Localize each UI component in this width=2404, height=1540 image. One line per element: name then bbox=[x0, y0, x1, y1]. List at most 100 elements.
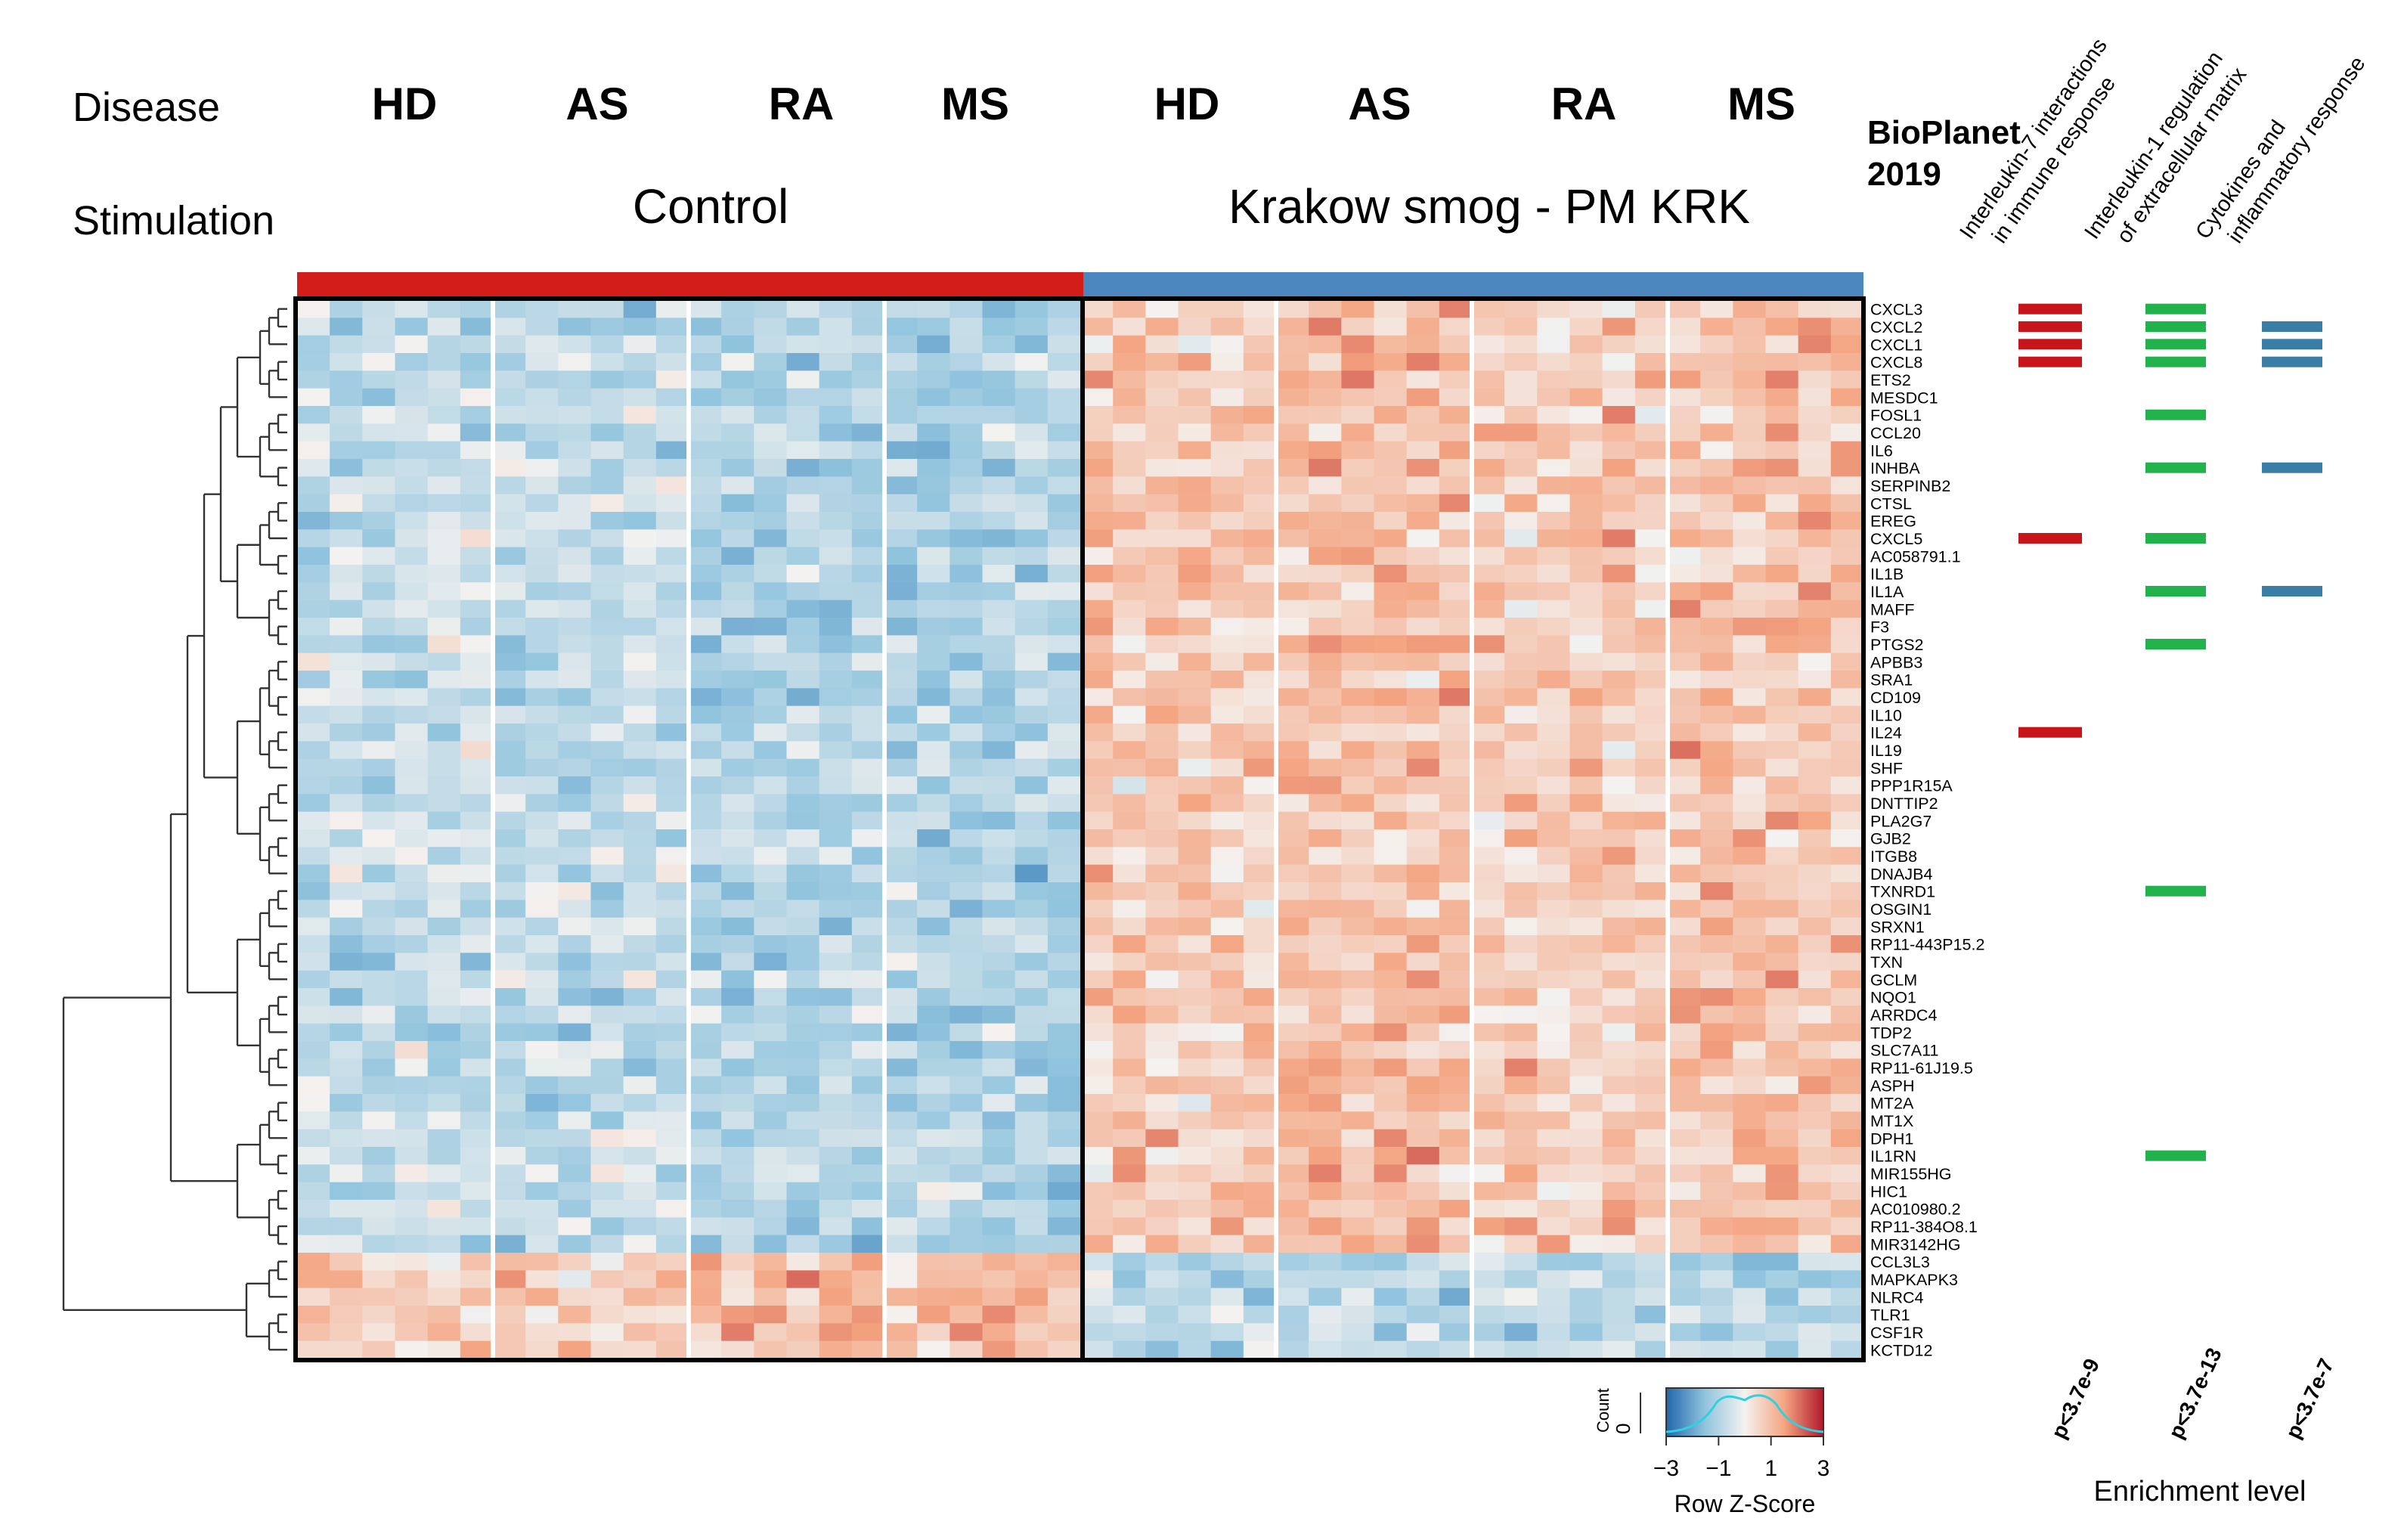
heatmap-cell bbox=[1178, 652, 1212, 671]
heatmap-cell bbox=[1798, 652, 1832, 671]
heatmap-cell bbox=[1569, 1023, 1603, 1042]
heatmap-cell bbox=[362, 758, 396, 777]
heatmap-cell bbox=[1537, 565, 1571, 583]
heatmap-cell bbox=[1406, 1041, 1440, 1059]
heatmap-cell bbox=[1210, 388, 1244, 407]
group-separator bbox=[686, 300, 691, 1359]
heatmap-cell bbox=[623, 970, 657, 989]
heatmap-cell bbox=[1080, 1164, 1114, 1183]
heatmap-cell bbox=[1634, 423, 1668, 442]
heatmap-cell bbox=[590, 1217, 624, 1236]
heatmap-cell bbox=[1733, 1253, 1767, 1271]
heatmap-cell bbox=[590, 582, 624, 601]
heatmap-cell bbox=[330, 1217, 363, 1236]
heatmap-cell bbox=[1309, 618, 1342, 636]
heatmap-cell bbox=[1243, 776, 1277, 795]
heatmap-cell bbox=[1309, 671, 1342, 689]
heatmap-cell bbox=[460, 1023, 494, 1042]
heatmap-cell bbox=[1733, 512, 1767, 530]
heatmap-cell bbox=[1733, 953, 1767, 971]
heatmap-cell bbox=[1472, 671, 1505, 689]
heatmap-cell bbox=[851, 688, 885, 707]
heatmap-cell bbox=[1406, 476, 1440, 495]
heatmap-cell bbox=[1472, 1253, 1505, 1271]
heatmap-cell bbox=[1145, 1005, 1179, 1024]
heatmap-cell bbox=[493, 1235, 526, 1253]
heatmap-cell bbox=[917, 1253, 950, 1271]
heatmap-cell bbox=[950, 724, 984, 742]
heatmap-cell bbox=[1537, 1200, 1571, 1218]
heatmap-cell bbox=[1537, 970, 1571, 989]
heatmap-cell bbox=[297, 652, 330, 671]
heatmap-cell bbox=[655, 1076, 689, 1095]
heatmap-cell bbox=[689, 1005, 722, 1024]
heatmap-cell bbox=[1798, 1323, 1832, 1342]
heatmap-cell bbox=[1341, 300, 1375, 318]
heatmap-cell bbox=[1374, 1041, 1408, 1059]
heatmap-cell bbox=[330, 353, 363, 371]
heatmap-cell bbox=[1439, 547, 1473, 565]
heatmap-cell bbox=[1015, 1323, 1049, 1342]
heatmap-cell bbox=[851, 1041, 885, 1059]
heatmap-cell bbox=[1341, 476, 1375, 495]
heatmap-cell bbox=[1602, 900, 1636, 919]
heatmap-cell bbox=[1243, 1111, 1277, 1130]
heatmap-cell bbox=[623, 1270, 657, 1289]
heatmap-cell bbox=[819, 388, 853, 407]
heatmap-cell bbox=[558, 565, 592, 583]
heatmap-cell bbox=[1602, 353, 1636, 371]
heatmap-cell bbox=[1047, 565, 1081, 583]
heatmap-cell bbox=[754, 1182, 788, 1201]
heatmap-cell bbox=[1309, 1111, 1342, 1130]
heatmap-cell bbox=[623, 1253, 657, 1271]
heatmap-cell bbox=[721, 917, 754, 936]
heatmap-cell bbox=[1210, 1182, 1244, 1201]
heatmap-cell bbox=[558, 1111, 592, 1130]
heatmap-cell bbox=[1015, 582, 1049, 601]
heatmap-cell bbox=[1700, 353, 1733, 371]
heatmap-cell bbox=[1733, 1340, 1767, 1359]
heatmap-cell bbox=[1210, 1306, 1244, 1324]
heatmap-cell bbox=[884, 353, 918, 371]
heatmap-cell bbox=[525, 1287, 559, 1306]
heatmap-cell bbox=[558, 1235, 592, 1253]
heatmap-cell bbox=[917, 741, 950, 760]
heatmap-cell bbox=[982, 688, 1016, 707]
heatmap-cell bbox=[1700, 900, 1733, 919]
heatmap-cell bbox=[395, 671, 429, 689]
heatmap-cell bbox=[689, 476, 722, 495]
heatmap-cell bbox=[1243, 705, 1277, 724]
heatmap-cell bbox=[1080, 1041, 1114, 1059]
heatmap-cell bbox=[1765, 1287, 1799, 1306]
heatmap-cell bbox=[395, 459, 429, 477]
heatmap-cell bbox=[427, 1023, 461, 1042]
heatmap-cell bbox=[1276, 618, 1309, 636]
heatmap-cell bbox=[1145, 1340, 1179, 1359]
heatmap-cell bbox=[362, 1182, 396, 1201]
heatmap-cell bbox=[1537, 882, 1571, 900]
heatmap-cell bbox=[1830, 1111, 1864, 1130]
heatmap-cell bbox=[786, 388, 820, 407]
heatmap-cell bbox=[558, 688, 592, 707]
heatmap-cell bbox=[1080, 618, 1114, 636]
heatmap-cell bbox=[1406, 1094, 1440, 1112]
heatmap-cell bbox=[493, 512, 526, 530]
heatmap-cell bbox=[884, 1041, 918, 1059]
heatmap-cell bbox=[1439, 1076, 1473, 1095]
heatmap-cell bbox=[1472, 1005, 1505, 1024]
heatmap-cell bbox=[1700, 1200, 1733, 1218]
heatmap-cell bbox=[851, 1217, 885, 1236]
heatmap-cell bbox=[851, 1058, 885, 1077]
heatmap-cell bbox=[1243, 1076, 1277, 1095]
heatmap-cell bbox=[786, 512, 820, 530]
heatmap-cell bbox=[1668, 970, 1701, 989]
heatmap-cell bbox=[493, 423, 526, 442]
heatmap-cell bbox=[1080, 1005, 1114, 1024]
heatmap-cell bbox=[460, 476, 494, 495]
heatmap-cell bbox=[1243, 529, 1277, 548]
heatmap-cell bbox=[655, 953, 689, 971]
heatmap-cell bbox=[721, 758, 754, 777]
heatmap-cell bbox=[1765, 988, 1799, 1006]
heatmap-cell bbox=[493, 724, 526, 742]
